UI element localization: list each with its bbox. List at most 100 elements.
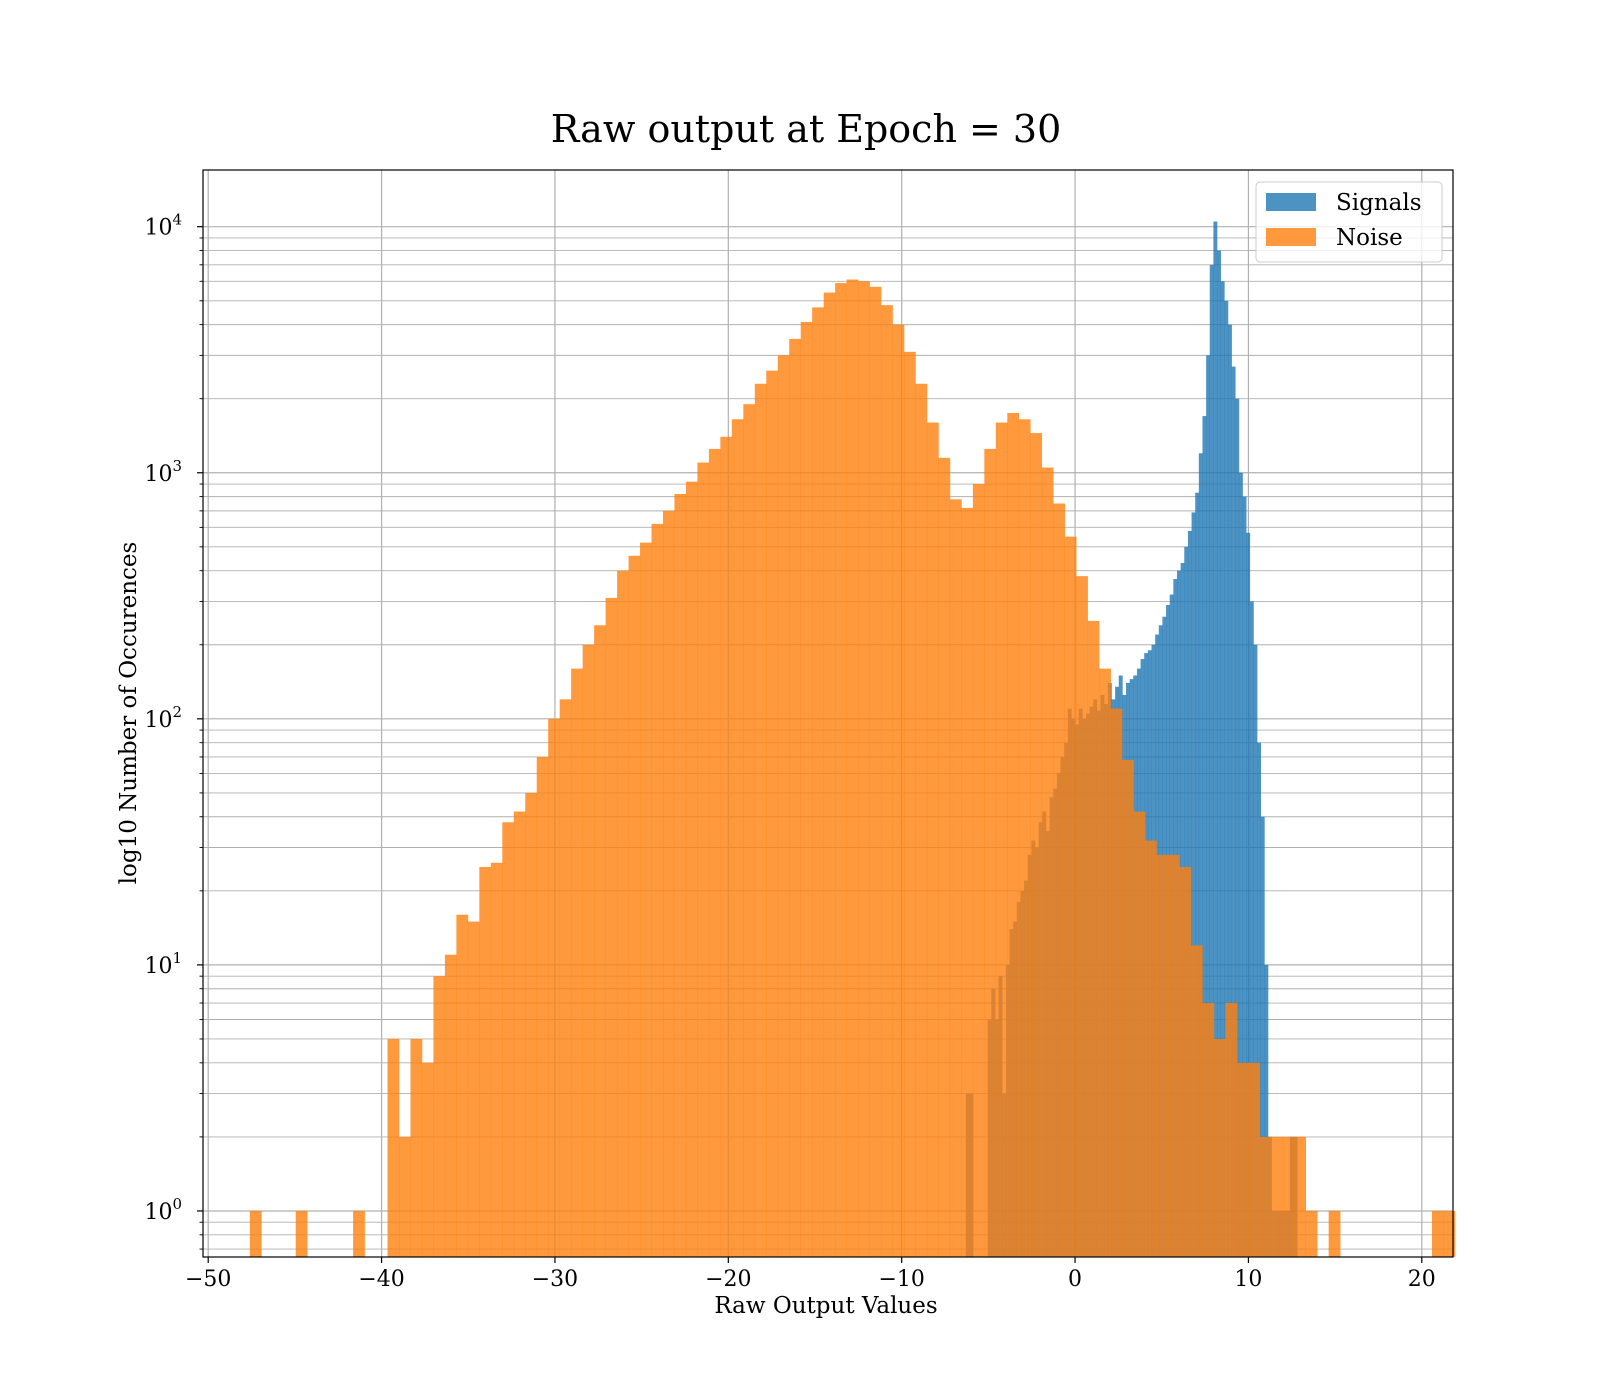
bar-signals (1260, 816, 1265, 1257)
bar-noise (502, 822, 515, 1257)
bar-noise (926, 422, 939, 1257)
bar-noise (628, 555, 641, 1257)
bar-noise (617, 570, 629, 1257)
bar-noise (1007, 412, 1020, 1258)
bar-noise (869, 286, 882, 1257)
bar-signals (1257, 742, 1262, 1257)
bar-noise (1443, 1210, 1456, 1257)
bar-noise (605, 597, 618, 1257)
bar-noise (1145, 840, 1157, 1257)
bar-signals (1202, 416, 1207, 1257)
bar-noise (1259, 1136, 1272, 1257)
bar-noise (708, 448, 721, 1257)
bar-noise (249, 1210, 262, 1257)
bar-noise (1156, 854, 1169, 1257)
bar-noise (559, 699, 572, 1257)
bar-noise (1110, 708, 1123, 1257)
bar-noise (662, 510, 675, 1257)
bar-noise (536, 756, 549, 1257)
bar-noise (938, 457, 951, 1258)
bar-signals (1264, 964, 1269, 1257)
bar-noise (1431, 1210, 1444, 1257)
y-tick-label: 100 (144, 1195, 182, 1225)
y-tick-label: 101 (144, 949, 182, 979)
bar-noise (525, 792, 538, 1257)
bar-noise (858, 281, 870, 1257)
bar-noise (766, 370, 779, 1257)
bar-noise (467, 921, 480, 1257)
bar-noise (456, 914, 469, 1257)
bar-noise (1202, 1003, 1215, 1257)
bar-noise (399, 1136, 411, 1257)
y-tick-label: 104 (144, 211, 182, 241)
bar-noise (835, 283, 847, 1258)
legend: Signals Noise (1255, 181, 1443, 263)
bar-noise (594, 625, 606, 1257)
bar-noise (1122, 760, 1134, 1257)
bar-signals (1195, 492, 1200, 1257)
bar-noise (421, 1062, 434, 1257)
bar-signals (1242, 496, 1247, 1257)
x-tick-label: −10 (878, 1267, 924, 1292)
series-noise (249, 279, 1456, 1258)
bar-signals (1249, 601, 1254, 1257)
x-axis-ticks: −50 −40 −30 −20 −10 0 10 20 (185, 1257, 1436, 1292)
legend-label-noise: Noise (1336, 225, 1403, 251)
bar-noise (984, 448, 997, 1257)
bar-noise (685, 481, 698, 1257)
x-tick-label: −50 (185, 1267, 231, 1292)
y-axis-ticks: 100 101 102 103 104 (144, 211, 203, 1250)
bar-noise (800, 321, 813, 1257)
bar-signals (1231, 366, 1236, 1257)
legend-label-signals: Signals (1336, 190, 1422, 216)
x-tick-label: −20 (705, 1267, 751, 1292)
bar-noise (1282, 1136, 1295, 1257)
legend-swatch-noise (1266, 228, 1316, 246)
bar-noise (1076, 576, 1088, 1257)
bar-noise (972, 484, 985, 1257)
bar-noise (513, 811, 526, 1257)
bar-noise (812, 307, 824, 1257)
bar-noise (1099, 668, 1111, 1257)
y-tick-label: 103 (144, 457, 182, 487)
chart-title: Raw output at Epoch = 30 (551, 107, 1062, 151)
bar-signals (1238, 472, 1243, 1257)
x-axis-label: Raw Output Values (714, 1293, 937, 1319)
bar-noise (1053, 503, 1065, 1257)
bar-signals (1198, 453, 1203, 1257)
bar-signals (1235, 398, 1240, 1257)
bar-noise (1167, 854, 1180, 1257)
x-tick-label: 0 (1068, 1267, 1082, 1292)
bar-noise (881, 305, 893, 1257)
histogram-bars (249, 221, 1456, 1258)
bar-noise (1190, 945, 1203, 1257)
bar-signals (1217, 250, 1221, 1258)
bar-noise (1064, 536, 1077, 1257)
bar-noise (915, 383, 928, 1257)
bar-noise (1271, 1136, 1284, 1257)
bar-noise (1133, 811, 1146, 1257)
bar-noise (1213, 1038, 1226, 1257)
bar-signals (1213, 221, 1218, 1258)
x-tick-label: −30 (532, 1267, 578, 1292)
bar-noise (1236, 1062, 1249, 1257)
bar-noise (674, 493, 687, 1258)
bar-noise (1018, 419, 1031, 1257)
legend-swatch-signals (1266, 193, 1316, 211)
bar-signals (1206, 355, 1211, 1257)
bar-noise (479, 866, 492, 1257)
bar-noise (777, 355, 790, 1257)
bar-noise (1030, 433, 1043, 1257)
bar-signals (1220, 281, 1225, 1257)
bar-noise (582, 644, 595, 1257)
bar-noise (353, 1210, 365, 1257)
bar-noise (640, 542, 652, 1257)
bar-noise (295, 1210, 308, 1257)
bar-noise (720, 436, 733, 1257)
bar-noise (823, 292, 836, 1257)
plot-frame (202, 169, 1454, 1258)
bar-noise (1305, 1210, 1318, 1257)
x-tick-label: −40 (358, 1267, 404, 1292)
bar-noise (1225, 1003, 1238, 1257)
